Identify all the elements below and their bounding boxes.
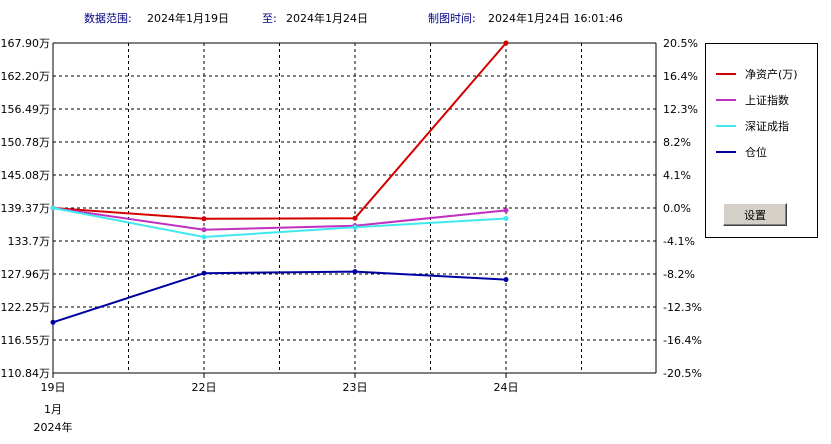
left-tick-label: 110.84万: [1, 367, 51, 380]
series-point: [503, 216, 509, 221]
series-point: [50, 205, 56, 211]
x-sub-label-year: 2024年: [34, 420, 73, 434]
legend-label: 深证成指: [745, 120, 789, 133]
left-tick-label: 156.49万: [1, 103, 51, 116]
right-tick-label: 20.5%: [663, 37, 698, 50]
left-tick-label: 150.78万: [1, 136, 51, 149]
to-label: 至:: [262, 12, 277, 25]
series-point: [503, 207, 509, 213]
series-point: [201, 227, 207, 233]
left-tick-label: 167.90万: [1, 37, 51, 50]
legend-label: 上证指数: [745, 94, 789, 107]
series-point: [352, 224, 358, 230]
left-tick-label: 127.96万: [1, 268, 51, 281]
right-tick-label: 4.1%: [663, 169, 691, 182]
legend-item-shanghai-index: 上证指数: [716, 92, 789, 108]
made-time: 2024年1月24日 16:01:46: [488, 12, 623, 25]
legend-swatch: [716, 125, 736, 127]
grid: [52, 42, 657, 374]
series-line: [52, 207, 507, 239]
right-tick-label: -8.2%: [663, 268, 695, 281]
right-tick-label: -12.3%: [663, 301, 702, 314]
left-tick-label: 116.55万: [1, 334, 51, 347]
series-point: [503, 40, 509, 46]
range-end: 2024年1月24日: [286, 12, 368, 25]
right-tick-label: 16.4%: [663, 70, 698, 83]
legend-item-net-assets: 净资产(万): [716, 66, 798, 82]
legend-item-shenzhen-index: 深证成指: [716, 118, 789, 134]
x-tick-label: 22日: [192, 381, 217, 394]
x-tick-label: 24日: [494, 381, 519, 394]
series-point: [503, 277, 509, 283]
right-tick-label: 0.0%: [663, 202, 691, 215]
series-point: [201, 216, 207, 222]
settings-button[interactable]: 设置: [723, 203, 787, 226]
series-line: [52, 270, 507, 324]
right-tick-label: 8.2%: [663, 136, 691, 149]
series-point: [352, 269, 358, 275]
x-sub-label-month: 1月: [44, 403, 62, 416]
legend-item-position: 仓位: [716, 144, 767, 160]
left-tick-label: 133.7万: [8, 235, 51, 248]
series-line: [52, 42, 507, 220]
range-start: 2024年1月19日: [147, 12, 229, 25]
legend-swatch: [716, 73, 736, 75]
left-tick-label: 122.25万: [1, 301, 51, 314]
series-point: [201, 270, 207, 276]
series-line: [52, 207, 507, 231]
series-point: [50, 319, 56, 325]
right-tick-label: -16.4%: [663, 334, 702, 347]
x-tick-label: 23日: [343, 381, 368, 394]
legend-swatch: [716, 151, 736, 153]
range-label: 数据范围:: [84, 12, 132, 25]
legend: 净资产(万) 上证指数 深证成指 仓位 设置: [705, 43, 818, 238]
left-tick-label: 162.20万: [1, 70, 51, 83]
legend-label: 净资产(万): [745, 68, 798, 81]
left-tick-label: 139.37万: [1, 202, 51, 215]
x-tick-label: 19日: [41, 381, 66, 394]
right-tick-label: -4.1%: [663, 235, 695, 248]
axis-labels: 167.90万 20.5% 162.20万 16.4% 156.49万 12.3% 150.…: [1, 37, 702, 434]
series-point: [352, 215, 358, 221]
left-tick-label: 145.08万: [1, 169, 51, 182]
right-tick-label: 12.3%: [663, 103, 698, 116]
series-point: [201, 234, 207, 240]
legend-swatch: [716, 99, 736, 101]
legend-label: 仓位: [745, 146, 767, 159]
made-time-label: 制图时间:: [428, 12, 476, 25]
series-lines: [50, 40, 509, 325]
right-tick-label: -20.5%: [663, 367, 702, 380]
